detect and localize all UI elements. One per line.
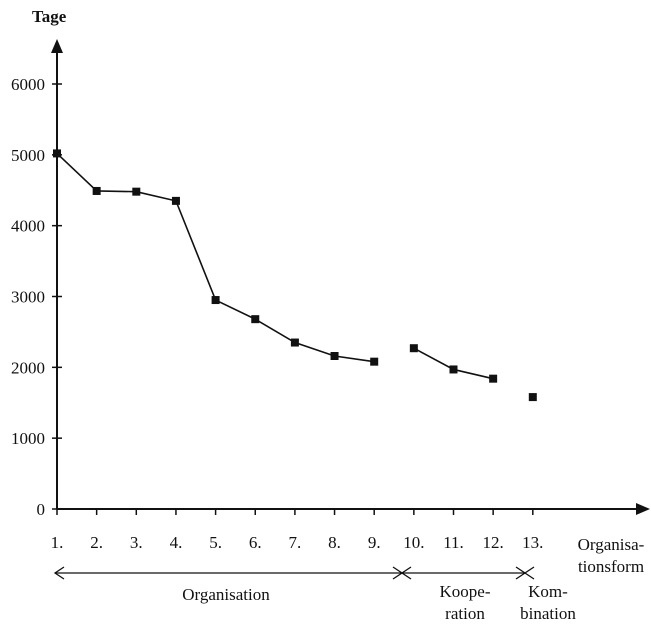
group-arrow-left (523, 566, 535, 580)
data-point (251, 315, 260, 324)
data-point (290, 338, 299, 347)
x-axis-title-line: Organisa- (578, 535, 645, 554)
x-tick-label: 7. (289, 533, 302, 552)
y-tick-label: 6000 (11, 75, 45, 94)
x-axis-title: Organisa-tionsform (578, 535, 645, 576)
x-tick-label: 6. (249, 533, 262, 552)
y-tick-label: 0 (37, 500, 46, 519)
group-label: Kom-bination (520, 582, 576, 623)
y-axis-arrow (51, 39, 63, 53)
y-tick-label: 5000 (11, 146, 45, 165)
y-tick-label: 2000 (11, 358, 45, 377)
series-line (56, 152, 375, 363)
group-arrow-left (53, 566, 65, 580)
x-tick-label: 2. (90, 533, 103, 552)
data-point (528, 393, 537, 402)
data-point (53, 149, 61, 158)
y-tick-label: 4000 (11, 217, 45, 236)
data-point (449, 365, 458, 374)
x-tick-label: 9. (368, 533, 381, 552)
data-point (489, 374, 498, 383)
group-label-line: ration (445, 604, 485, 623)
x-tick-label: 3. (130, 533, 143, 552)
data-point (370, 357, 379, 366)
group-brackets: Organisation Koope-ration Kom-bination (53, 566, 576, 623)
x-tick-label: 5. (209, 533, 222, 552)
data-point (330, 352, 339, 360)
group-arrow-left (400, 566, 412, 580)
x-tick-label: 12. (483, 533, 504, 552)
x-ticks: 1. 2. 3. 4. 5. 6. 7. 8. 9. 10. 11. 12. 13. (51, 509, 543, 552)
x-axis-arrow (636, 503, 650, 515)
group-label: Koope-ration (440, 582, 491, 623)
group-label-line: Kom- (528, 582, 568, 601)
group-label-line: Koope- (440, 582, 491, 601)
group-label-line: bination (520, 604, 576, 623)
group-label: Organisation (182, 585, 270, 604)
series-line (413, 347, 494, 380)
x-tick-label: 1. (51, 533, 64, 552)
y-tick-label: 1000 (11, 429, 45, 448)
data-point (132, 187, 141, 196)
y-ticks: 0 1000 2000 3000 4000 5000 6000 (11, 75, 62, 519)
data-point (92, 186, 101, 195)
data-point (409, 344, 418, 353)
x-tick-label: 4. (170, 533, 183, 552)
group-label-line: Organisation (182, 585, 270, 604)
x-axis-title-line: tionsform (578, 557, 644, 576)
x-tick-label: 13. (522, 533, 543, 552)
x-tick-label: 10. (403, 533, 424, 552)
y-axis-title: Tage (32, 7, 67, 26)
axes (51, 39, 650, 515)
series (53, 149, 537, 402)
y-tick-label: 3000 (11, 288, 45, 307)
data-point (171, 196, 180, 205)
x-tick-label: 8. (328, 533, 341, 552)
data-point (211, 296, 220, 305)
x-tick-label: 11. (443, 533, 464, 552)
